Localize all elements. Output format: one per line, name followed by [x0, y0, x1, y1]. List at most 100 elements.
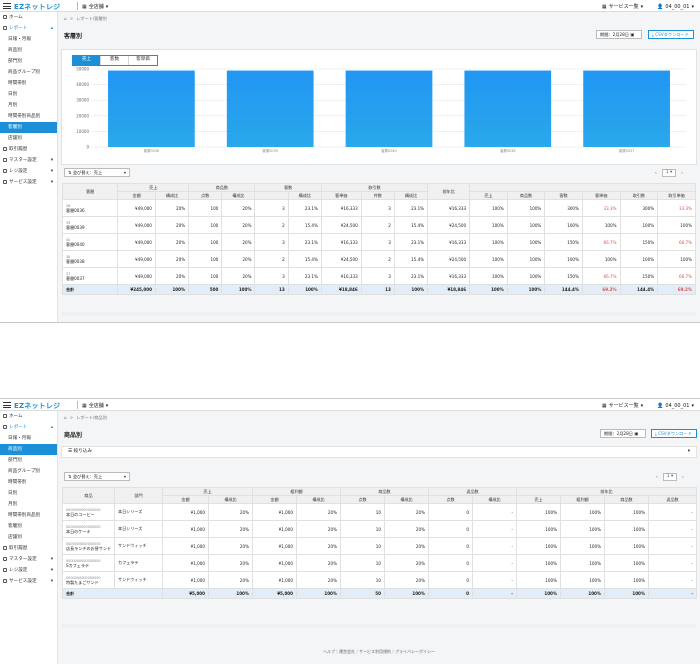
sort-dropdown[interactable]: ⇅ 並び替え：売上 ▾ — [64, 472, 130, 481]
sidebar-item[interactable]: 商品グループ別 — [0, 466, 57, 477]
table-scrollbar[interactable] — [62, 624, 696, 628]
prev-page-icon[interactable]: ‹ — [656, 474, 658, 480]
table-row[interactable]: 0000000000000000 Sカフェラテ カフェラテ ¥1,000 20% ¥1,0… — [62, 554, 698, 572]
page-title: 客層別 — [64, 33, 83, 40]
footer-links[interactable]: ヘルプ｜運営会社｜サービス利用規約｜プライバシーポリシー — [323, 649, 435, 654]
page-number: 1 — [665, 170, 669, 175]
sidebar-item[interactable]: 取引履歴 — [0, 543, 57, 554]
chevron-down-icon: ▾ — [50, 579, 53, 584]
filter-panel[interactable]: ☰ 絞り込み ▾ — [61, 446, 697, 458]
period-selector[interactable]: 期間：2月28日 ▣ — [596, 30, 642, 39]
service-menu[interactable]: ▦ サービス一覧 ▾ — [602, 3, 644, 11]
table-row[interactable]: 0000000000000000 特製たまごサンド サンドウィッチ ¥1,000 20%… — [62, 571, 698, 589]
user-menu[interactable]: 👤 04_00_01 ▾ — [657, 402, 694, 409]
sidebar-item[interactable]: 客層別 — [0, 122, 57, 133]
department-cell: サンドウィッチ — [114, 537, 163, 555]
sidebar-item[interactable]: 店舗別 — [0, 133, 57, 144]
sidebar-item[interactable]: レジ設定 ▾ — [0, 565, 57, 576]
table-cell: 100% — [469, 216, 508, 234]
csv-download-button[interactable]: ⤓ CSVダウンロード — [651, 429, 697, 438]
sidebar-item[interactable]: サービス設定 ▾ — [0, 177, 57, 188]
tab-customers[interactable]: 客数 — [101, 56, 129, 65]
page-select[interactable]: 1 ▾ — [662, 473, 678, 481]
sidebar-item[interactable]: 時間帯別商品別 — [0, 111, 57, 122]
sidebar-item[interactable]: 店舗別 — [0, 532, 57, 543]
customer-cell: 36 客層0036 — [61, 199, 119, 217]
sidebar-item[interactable]: 客層別 — [0, 521, 57, 532]
sidebar-item[interactable]: 月別 — [0, 499, 57, 510]
table-cell: 20% — [208, 520, 253, 538]
next-page-icon[interactable]: › — [681, 170, 683, 176]
table-row[interactable]: 0000000000000000 本日のケーキ 本日シリーズ ¥1,000 20% ¥1,… — [62, 520, 698, 538]
sidebar-item[interactable]: マスター設定 ▾ — [0, 554, 57, 565]
table-cell: 20% — [384, 503, 429, 521]
column-subheader: 粗利額 — [560, 495, 605, 504]
sidebar-item[interactable]: 日別 — [0, 89, 57, 100]
hamburger-menu-icon[interactable] — [3, 402, 11, 408]
table-cell: 20% — [384, 571, 429, 589]
table-row[interactable]: 40 客層0040 ¥49,000 20% 100 20% 3 23.1% ¥16,333 3 23… — [61, 233, 696, 251]
download-icon: ⤓ — [652, 32, 654, 37]
sidebar-item[interactable]: 時間帯別 — [0, 477, 57, 488]
home-icon[interactable]: ⌂ — [64, 415, 67, 420]
service-menu[interactable]: ▦ サービス一覧 ▾ — [602, 402, 643, 410]
hamburger-menu-icon[interactable] — [3, 3, 11, 9]
sidebar-item[interactable]: レポート ▴ — [0, 422, 57, 433]
sidebar-item[interactable]: 日別 — [0, 488, 57, 499]
sidebar-item[interactable]: ホーム — [0, 12, 57, 23]
sidebar-item[interactable]: 日報・月報 — [0, 34, 57, 45]
sidebar-item[interactable]: サービス設定 ▾ — [0, 576, 57, 587]
table-cell: 100 — [188, 250, 223, 268]
user-menu[interactable]: 👤 04_00_01 ▾ — [657, 3, 694, 10]
table-cell: 100% — [516, 503, 561, 521]
sidebar-item[interactable]: ホーム — [0, 411, 57, 422]
table-cell: 15.4% — [287, 250, 322, 268]
sidebar-item[interactable]: 時間帯別商品別 — [0, 510, 57, 521]
home-icon[interactable]: ⌂ — [64, 16, 67, 21]
table-row[interactable]: 36 客層0036 ¥49,000 20% 100 20% 3 23.1% ¥16,333 3 23… — [61, 199, 696, 217]
chevron-down-icon: ▾ — [640, 3, 644, 10]
sidebar-item[interactable]: 日報・月報 — [0, 433, 57, 444]
sidebar-item[interactable]: 商品別 — [0, 45, 57, 56]
table-row[interactable]: 0000000000000000 本日のコーヒー 本日シリーズ ¥1,000 20% ¥1… — [62, 503, 698, 521]
table-cell: 0 — [428, 520, 473, 538]
prev-page-icon[interactable]: ‹ — [655, 170, 657, 176]
department-cell: サンドウィッチ — [114, 571, 163, 589]
table-cell: - — [472, 571, 517, 589]
tab-avg-spend[interactable]: 客単価 — [129, 56, 157, 65]
sidebar-item[interactable]: マスター設定 ▾ — [0, 155, 57, 166]
sidebar-item[interactable]: 取引履歴 — [0, 144, 57, 155]
store-selector[interactable]: ▦ 全店舗 ▾ — [82, 402, 108, 410]
sidebar-item[interactable]: 部門別 — [0, 56, 57, 67]
next-page-icon[interactable]: › — [682, 474, 684, 480]
store-selector[interactable]: ▦ 全店舗 ▾ — [82, 3, 108, 11]
bar[interactable] — [226, 70, 314, 147]
bar[interactable] — [108, 70, 195, 147]
csv-download-button[interactable]: ⤓ CSVダウンロード — [648, 30, 694, 39]
sidebar-item[interactable]: レジ設定 ▾ — [0, 166, 57, 177]
table-row[interactable]: 38 客層0038 ¥49,000 20% 100 20% 2 15.4% ¥24,500 2 15… — [61, 250, 696, 268]
table-cell: - — [647, 588, 698, 599]
sidebar-item[interactable]: 月別 — [0, 100, 57, 111]
table-row[interactable]: 0000000000000000 店長ランチのお昼サンド サンドウィッチ ¥1,000… — [62, 537, 698, 555]
sidebar-item-label: サービス設定 — [9, 579, 37, 584]
user-icon: 👤 — [657, 402, 664, 409]
sort-icon: ⇅ — [68, 170, 72, 175]
sidebar-item[interactable]: レポート ▴ — [0, 23, 57, 34]
bar[interactable] — [345, 70, 433, 147]
table-cell: 0 — [428, 571, 473, 589]
period-selector[interactable]: 期間：2月28日 ▣ — [600, 429, 646, 438]
bar[interactable] — [464, 70, 552, 147]
tab-sales[interactable]: 売上 — [73, 56, 101, 65]
table-scrollbar[interactable] — [62, 312, 696, 316]
sidebar-item[interactable]: 部門別 — [0, 455, 57, 466]
sidebar-item[interactable]: 時間帯別 — [0, 78, 57, 89]
sidebar-item[interactable]: 商品グループ別 — [0, 67, 57, 78]
table-row[interactable]: 39 客層0039 ¥49,000 20% 100 20% 2 15.4% ¥24,500 2 15… — [61, 216, 696, 234]
table-cell: 100% — [506, 233, 546, 251]
bar[interactable] — [583, 70, 670, 147]
table-row[interactable]: 37 客層0037 ¥49,000 20% 100 20% 3 23.1% ¥16,333 3 23… — [61, 267, 696, 285]
sort-dropdown[interactable]: ⇅ 並び替え：売上 ▾ — [64, 168, 130, 177]
page-select[interactable]: 1 ▾ — [661, 169, 677, 177]
sidebar-item[interactable]: 商品別 — [0, 444, 57, 455]
